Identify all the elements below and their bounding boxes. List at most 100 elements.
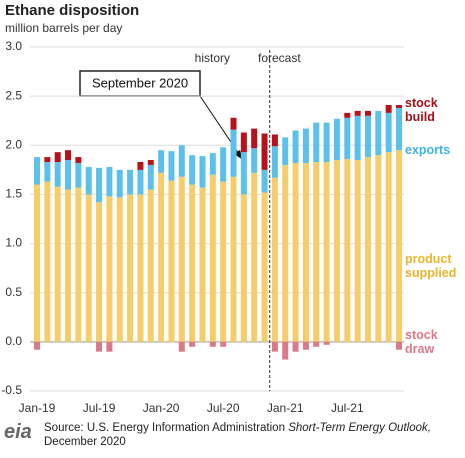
bar-segment	[178, 176, 185, 342]
bar-segment	[396, 107, 402, 151]
bar-segment	[75, 157, 82, 163]
bar-segment	[282, 164, 289, 342]
bar-segment	[75, 162, 82, 188]
bar-segment	[189, 155, 196, 185]
y-tick-label: 3.0	[5, 39, 22, 53]
bar-segment	[116, 169, 123, 198]
bar-segment	[364, 110, 371, 116]
bar-segment	[302, 341, 309, 350]
series-label: exports	[405, 143, 451, 157]
source-date: December 2020	[44, 436, 126, 448]
source-publication: Short-Term Energy Outlook,	[288, 422, 431, 434]
history-label: history	[195, 51, 230, 65]
bar-segment	[333, 118, 340, 161]
y-tick-label: 0.5	[5, 285, 22, 299]
bar-segment	[137, 194, 144, 342]
bar-segment	[396, 150, 402, 342]
bar-segment	[385, 104, 392, 113]
bar-segment	[34, 341, 40, 350]
callout-box	[79, 70, 201, 97]
x-tick-label: Jan-19	[19, 401, 56, 415]
bar-segment	[271, 146, 278, 178]
bar-segment	[65, 160, 72, 190]
bar-segment	[65, 150, 72, 161]
bar-segment	[54, 152, 61, 162]
bar-segment	[96, 167, 103, 203]
bar-segment	[65, 189, 72, 342]
bar-segment	[240, 152, 247, 195]
bar-segment	[261, 192, 268, 342]
source-note: Source: U.S. Energy Information Administ…	[44, 421, 459, 449]
series-label: product supplied	[405, 252, 457, 280]
bar-segment	[396, 341, 402, 350]
logo: eia	[4, 421, 32, 443]
bar-segment	[271, 341, 278, 352]
bar-segment	[137, 161, 144, 170]
y-tick-label: 0.0	[5, 334, 22, 348]
bar-segment	[313, 161, 320, 342]
y-tick-label: 1.5	[5, 187, 22, 201]
bar-segment	[96, 341, 103, 352]
bar-segment	[127, 194, 134, 342]
bar-segment	[292, 341, 299, 352]
bar-segment	[199, 156, 206, 188]
bar-segment	[282, 341, 289, 360]
x-tick-label: Jan-20	[143, 401, 180, 415]
bar-segment	[323, 341, 330, 345]
x-tick-label: Jul-21	[331, 401, 364, 415]
bar-segment	[292, 162, 299, 342]
chart-subtitle: million barrels per day	[5, 21, 122, 35]
bar-segment	[147, 189, 154, 342]
bar-segment	[137, 169, 144, 195]
bar-segment	[106, 196, 113, 342]
bar-segment	[85, 194, 92, 342]
bar-segment	[209, 153, 216, 175]
bar-segment	[158, 172, 165, 342]
bar-segment	[240, 132, 247, 153]
bar-segment	[34, 184, 40, 342]
bar-segment	[364, 115, 371, 158]
bar-segment	[302, 162, 309, 342]
bar-segment	[375, 110, 382, 156]
bar-segment	[44, 181, 51, 342]
bar-segment	[251, 128, 258, 149]
bar-segment	[85, 166, 92, 195]
bar-segment	[54, 161, 61, 187]
bar-segment	[96, 202, 103, 342]
bar-segment	[168, 180, 175, 342]
bar-segment	[323, 122, 330, 162]
bar-segment	[271, 134, 278, 147]
bar-segment	[344, 112, 351, 118]
bar-segment	[364, 157, 371, 342]
y-tick-label: 1.0	[5, 236, 22, 250]
bar-segment	[178, 145, 185, 177]
forecast-label: forecast	[258, 51, 301, 65]
bar-segment	[251, 148, 258, 173]
series-label: stock build	[405, 96, 438, 124]
bar-segment	[396, 104, 402, 108]
bar-segment	[230, 117, 237, 130]
bar-segment	[271, 177, 278, 342]
bar-segment	[209, 341, 216, 347]
bar-segment	[282, 137, 289, 165]
chart-title: Ethane disposition	[5, 2, 139, 19]
bar-segment	[199, 187, 206, 342]
y-tick-label: 2.0	[5, 137, 22, 151]
bar-segment	[147, 160, 154, 165]
bar-segment	[209, 174, 216, 342]
bar-segment	[333, 160, 340, 342]
bar-segment	[354, 110, 361, 116]
bar-segment	[44, 157, 51, 162]
bar-segment	[44, 161, 51, 182]
bar-segment	[220, 181, 227, 342]
bar-segment	[354, 115, 361, 161]
bar-segment	[127, 169, 134, 195]
bar-segment	[168, 151, 175, 181]
bar-segment	[261, 133, 268, 170]
series-label: stock draw	[405, 328, 438, 356]
bar-segment	[354, 160, 361, 342]
bar-segment	[230, 176, 237, 342]
bar-segment	[54, 186, 61, 342]
